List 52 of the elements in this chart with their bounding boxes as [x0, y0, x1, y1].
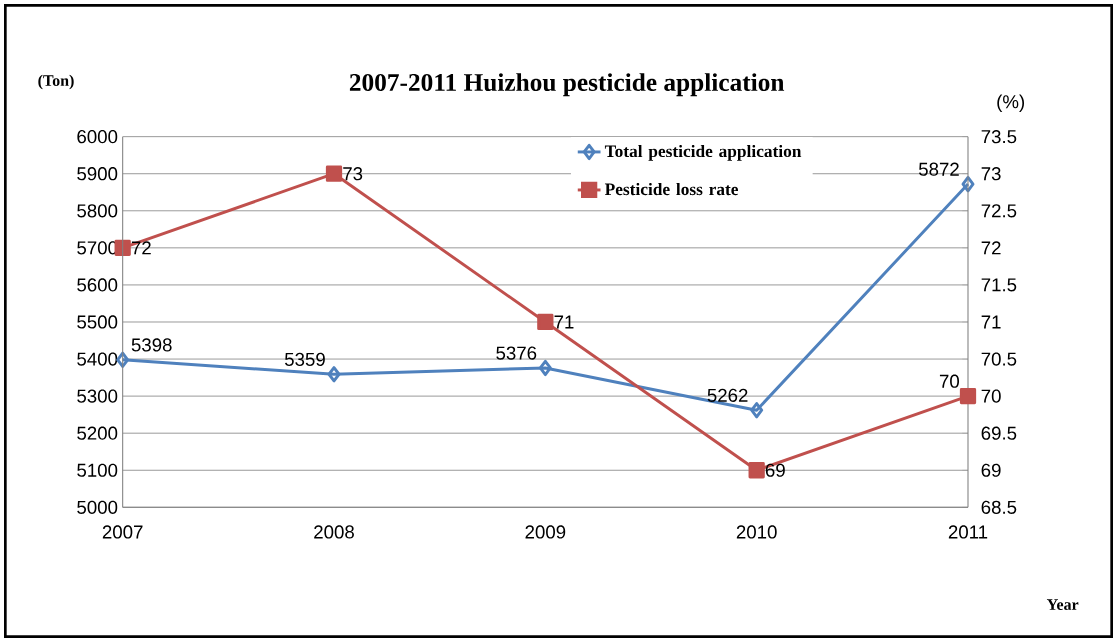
- y-tick-label: 5500: [77, 315, 118, 329]
- legend-label: Total pesticide application: [604, 144, 802, 161]
- data-label: 73: [343, 167, 363, 181]
- y2-tick-label: 72: [981, 241, 1001, 255]
- point: [959, 387, 977, 405]
- y2-tick-label: 71: [981, 315, 1001, 329]
- data-label: 71: [554, 315, 574, 329]
- data-label: 5262: [707, 388, 748, 402]
- x-tick-label: 2007: [102, 525, 143, 539]
- data-label: 5398: [131, 338, 172, 352]
- point: [116, 351, 130, 368]
- y2-tick-label: 68.5: [981, 500, 1017, 514]
- data-label: 5872: [918, 162, 959, 176]
- y2-tick-label: 73: [981, 167, 1001, 181]
- y-tick-label: 5800: [77, 204, 118, 218]
- point: [748, 462, 765, 479]
- y-tick-label: 5400: [77, 352, 118, 366]
- y-axis-title: (Ton): [38, 74, 74, 90]
- x-tick-label: 2008: [314, 525, 354, 539]
- y2-axis-title: (%): [997, 94, 1025, 113]
- point: [961, 175, 975, 193]
- point: [114, 239, 131, 256]
- x-tick-label: 2010: [736, 525, 777, 539]
- y-tick-label: 5900: [77, 167, 118, 181]
- y2-tick-label: 70: [981, 389, 1001, 403]
- point: [327, 366, 341, 383]
- x-axis-title: Year: [1046, 599, 1079, 610]
- data-label: 5376: [496, 346, 537, 360]
- point: [538, 359, 552, 377]
- data-label: 5359: [284, 352, 325, 366]
- point: [750, 402, 764, 419]
- y2-tick-label: 70.5: [981, 352, 1017, 366]
- y-tick-label: 5600: [77, 278, 118, 292]
- y-tick-label: 5200: [77, 426, 118, 440]
- x-tick-label: 2011: [948, 525, 988, 539]
- y2-tick-label: 72.5: [981, 204, 1017, 218]
- chart-title: 2007-2011 Huizhou pesticide application: [349, 73, 785, 97]
- legend-label: Pesticide loss rate: [604, 182, 739, 196]
- y2-tick-label: 69: [981, 463, 1001, 477]
- y-tick-label: 5300: [77, 389, 118, 403]
- data-label: 69: [765, 463, 785, 477]
- y-tick-label: 6000: [77, 130, 118, 144]
- data-label: 70: [939, 374, 960, 388]
- data-label: 72: [131, 241, 151, 255]
- point: [325, 165, 343, 182]
- x-tick-label: 2009: [525, 525, 566, 539]
- y2-tick-label: 71.5: [981, 278, 1017, 292]
- y-tick-label: 5000: [77, 500, 118, 514]
- y-tick-label: 5100: [77, 463, 118, 477]
- y2-tick-label: 73.5: [981, 130, 1017, 144]
- point: [537, 313, 554, 331]
- y2-tick-label: 69.5: [981, 426, 1017, 440]
